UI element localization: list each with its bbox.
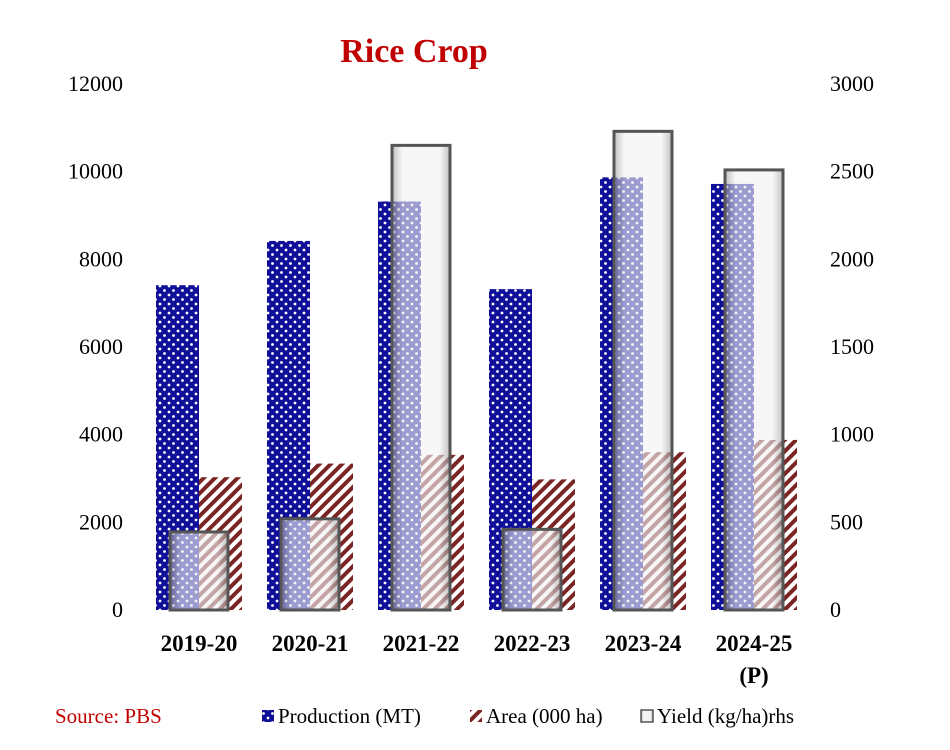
source-note: Source: PBS	[55, 704, 162, 728]
category-label: 2019-20	[161, 631, 238, 656]
bar-yield	[390, 143, 452, 612]
left-tick-label: 2000	[79, 509, 123, 534]
category-sublabel: (P)	[739, 663, 768, 688]
bars-group	[156, 129, 797, 612]
right-tick-label: 1000	[830, 422, 874, 447]
right-tick-label: 3000	[830, 71, 874, 96]
category-label: 2024-25	[716, 631, 793, 656]
left-tick-label: 12000	[68, 71, 123, 96]
left-tick-label: 10000	[68, 159, 123, 184]
left-tick-label: 0	[112, 597, 123, 622]
category-label: 2021-22	[383, 631, 460, 656]
category-labels: 2019-20 2020-21 2021-22 2022-23 2023-24 2024-…	[161, 631, 793, 688]
right-tick-label: 1500	[830, 334, 874, 359]
bar-yield	[501, 527, 563, 612]
legend-label-production: Production (MT)	[278, 704, 421, 728]
chart-title: Rice Crop	[340, 33, 488, 70]
bar-yield	[168, 530, 230, 612]
left-axis: 0 2000 4000 6000 8000 10000 12000	[68, 71, 123, 622]
right-axis: 0 500 1000 1500 2000 2500 3000	[830, 71, 874, 622]
right-tick-label: 0	[830, 597, 841, 622]
category-label: 2022-23	[494, 631, 571, 656]
category-label: 2020-21	[272, 631, 349, 656]
legend-swatch-yield	[640, 709, 654, 723]
legend-swatch-area	[470, 710, 482, 722]
right-tick-label: 500	[830, 509, 863, 534]
legend: Production (MT) Area (000 ha) Yield (kg/…	[262, 704, 794, 728]
bar-yield	[612, 129, 674, 612]
legend-label-area: Area (000 ha)	[486, 704, 603, 728]
category-label: 2023-24	[605, 631, 682, 656]
left-tick-label: 4000	[79, 422, 123, 447]
left-tick-label: 8000	[79, 246, 123, 271]
left-tick-label: 6000	[79, 334, 123, 359]
bar-yield	[723, 168, 785, 612]
legend-swatch-production	[262, 710, 274, 722]
bar-yield	[279, 517, 341, 612]
right-tick-label: 2000	[830, 246, 874, 271]
right-tick-label: 2500	[830, 159, 874, 184]
legend-label-yield: Yield (kg/ha)rhs	[657, 704, 794, 728]
